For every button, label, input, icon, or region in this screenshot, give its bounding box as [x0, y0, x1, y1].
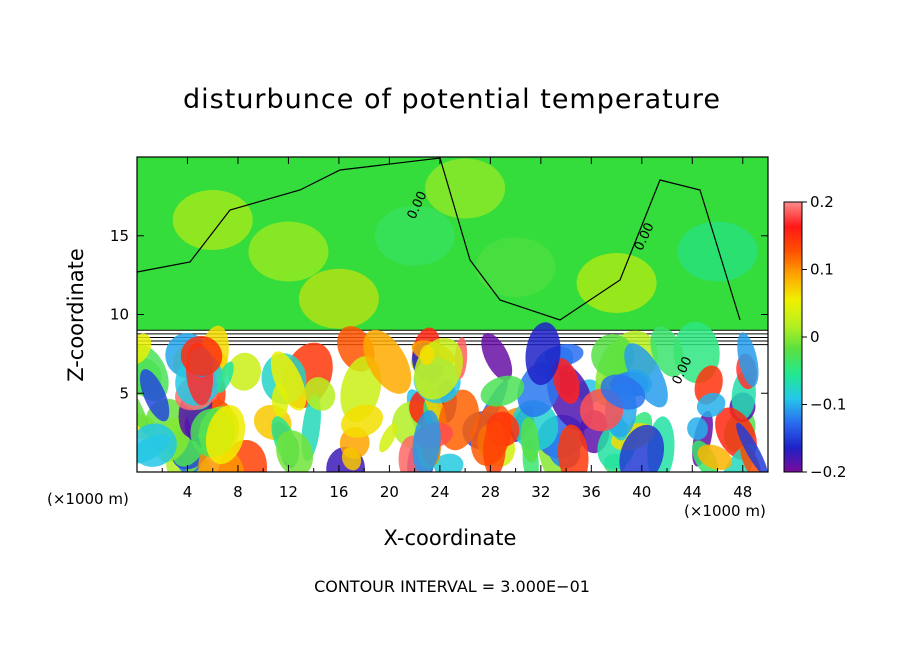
lower-field-blob	[434, 453, 464, 472]
x-tick-label: 24	[430, 483, 449, 501]
colorbar-rect	[783, 201, 803, 473]
y-tick-label: 15	[110, 227, 129, 245]
lower-field-blob	[227, 352, 261, 391]
lower-field-blob	[740, 442, 762, 472]
lower-field-blob	[216, 361, 234, 393]
x-tick-label: 12	[279, 483, 298, 501]
y-tick-label: 5	[119, 384, 129, 402]
lower-field-blob	[687, 417, 708, 440]
zero-contour	[137, 157, 741, 321]
lower-field-blob	[379, 423, 398, 453]
lower-field-blob	[480, 375, 525, 407]
chart-title: disturbunce of potential temperature	[183, 84, 721, 115]
lower-field-blob	[552, 358, 580, 404]
x-tick-label: 4	[183, 483, 193, 501]
lower-field-blob	[363, 329, 412, 394]
lower-field-blob	[341, 447, 362, 471]
lower-field-blob	[737, 332, 759, 387]
lower-field-blob	[137, 333, 152, 364]
lower-field-blob	[271, 384, 289, 418]
contour-interval-note: CONTOUR INTERVAL = 3.000E−01	[314, 577, 590, 596]
lower-field-blob	[139, 369, 170, 422]
lower-field-blob	[419, 344, 435, 366]
y-tick-label: 10	[110, 306, 129, 324]
lower-field-blob	[600, 374, 646, 410]
lower-field-blob	[736, 422, 768, 472]
lower-field-blob	[624, 343, 668, 408]
x-tick-label: 20	[380, 483, 399, 501]
lower-field-blob	[619, 424, 665, 472]
upper-field-blob	[677, 221, 758, 282]
x-tick-label: 44	[683, 483, 702, 501]
colorbar: 0.2 0.1 0 −0.1 −0.2	[783, 193, 846, 481]
x-tick-label: 32	[531, 483, 550, 501]
lower-field-blob	[591, 334, 635, 377]
lower-field-blob	[270, 351, 307, 411]
upper-field-blob	[248, 221, 329, 282]
colorbar-tick-label: −0.1	[810, 396, 846, 414]
upper-field-blob	[425, 158, 506, 219]
upper-field-blob	[475, 237, 556, 298]
lower-field-blob	[481, 332, 513, 381]
lower-field-blob	[525, 322, 561, 386]
colorbar-tick-label: −0.2	[810, 463, 846, 481]
plot-area: 0.000.000.00	[137, 157, 768, 472]
colorbar-tick-label: 0.2	[810, 193, 834, 211]
x-tick-label: 48	[733, 483, 752, 501]
upper-field-blob	[374, 205, 455, 266]
x-unit-label-right: (×1000 m)	[684, 502, 766, 520]
colorbar-tick-label: 0.1	[810, 261, 834, 279]
x-unit-label-left: (×1000 m)	[47, 490, 129, 508]
lower-field-blob	[650, 326, 685, 378]
lower-field-blob	[276, 430, 314, 472]
colorbar-tick-label: 0	[810, 328, 820, 346]
x-axis-label: X-coordinate	[383, 526, 517, 550]
lower-field-blob	[697, 444, 733, 471]
lower-field-blob	[137, 423, 177, 467]
lower-field-blob	[412, 410, 441, 472]
lower-field-blob	[180, 335, 223, 376]
lower-field-blob	[340, 404, 384, 438]
lower-field-blob	[483, 420, 506, 472]
lower-field-blob	[696, 392, 726, 418]
x-tick-label: 40	[632, 483, 651, 501]
x-tick-label: 36	[582, 483, 601, 501]
x-tick-label: 28	[481, 483, 500, 501]
lower-field-blob	[304, 377, 336, 411]
upper-field-blob	[298, 268, 379, 329]
lower-field-blob	[205, 405, 246, 465]
upper-field-blob	[172, 190, 253, 250]
y-axis-label: Z-coordinate	[64, 248, 88, 382]
x-tick-label: 8	[233, 483, 243, 501]
x-tick-label: 16	[329, 483, 348, 501]
lower-field-blob	[520, 417, 540, 463]
